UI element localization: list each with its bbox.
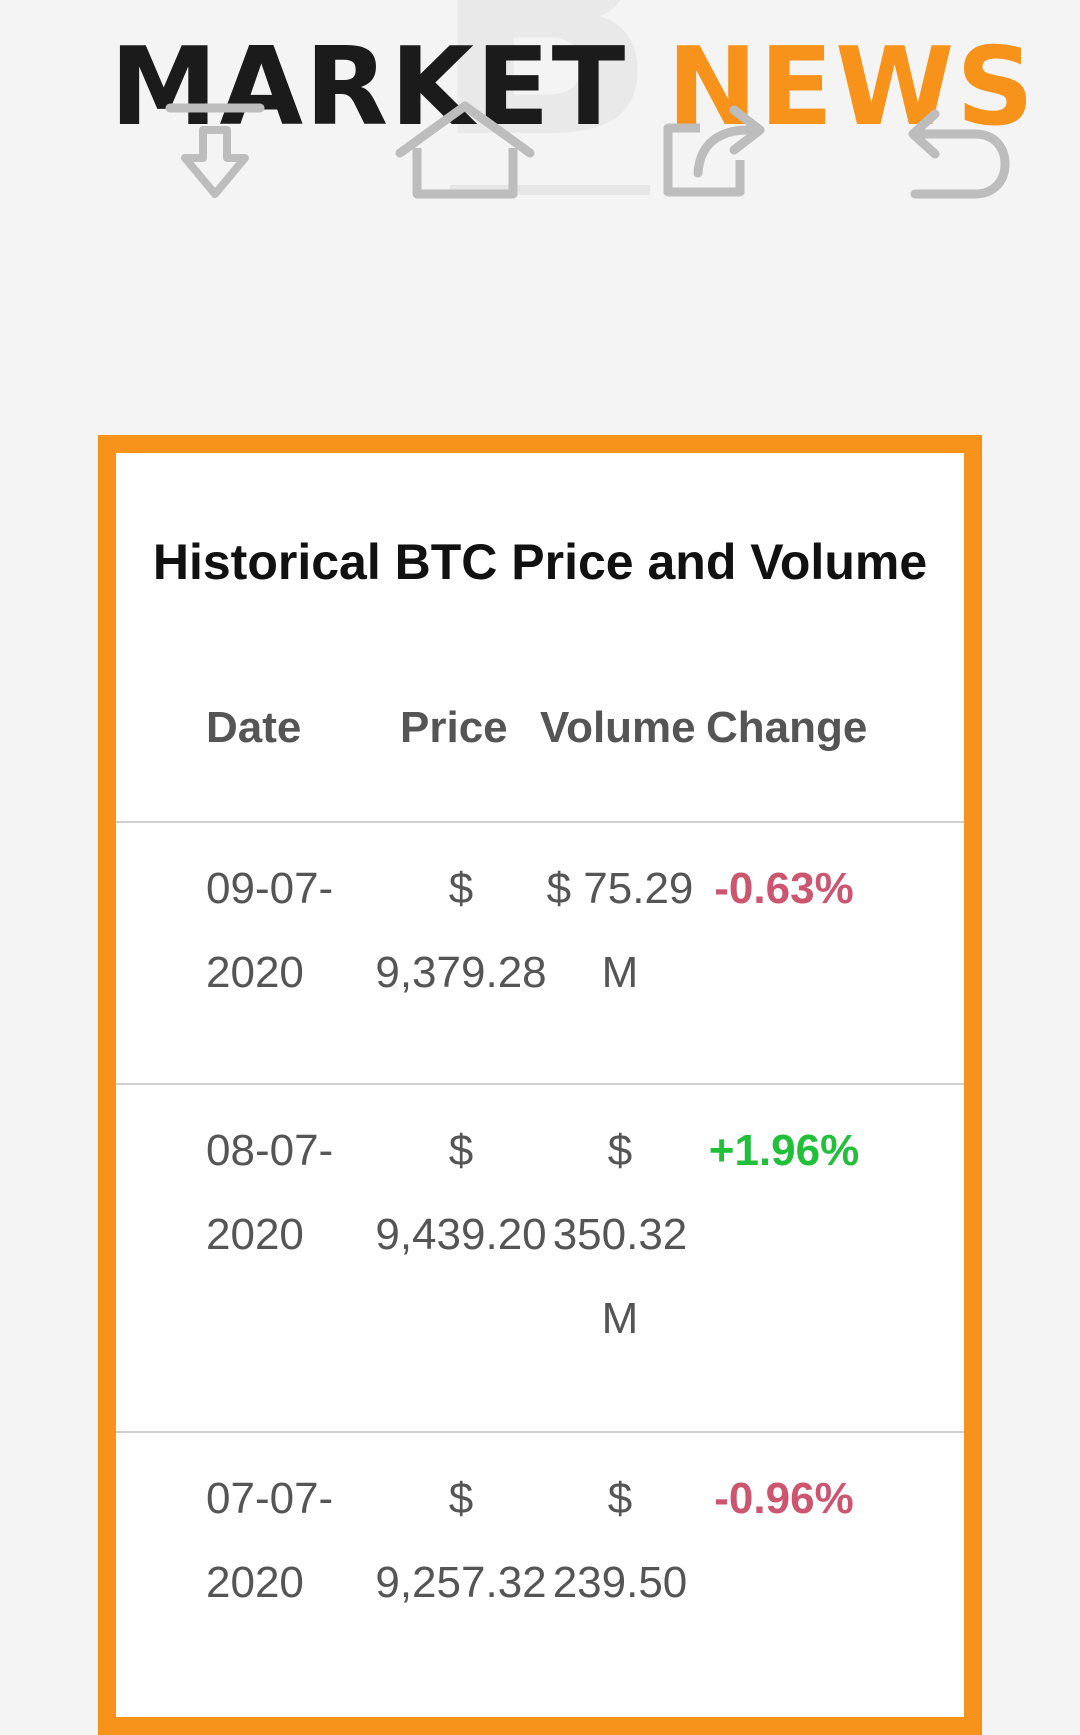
price-history-card: Historical BTC Price and Volume Date Pri… — [98, 435, 982, 1735]
header-divider — [116, 821, 964, 823]
share-icon[interactable] — [660, 98, 770, 203]
brand-word-market: MARKET — [110, 25, 628, 150]
row-volume-line2: M — [601, 948, 639, 997]
row-divider — [116, 1083, 964, 1085]
row-price-line2: 9,439.20 — [375, 1210, 547, 1259]
row-date-line2: 2020 — [206, 1210, 304, 1259]
watermark-underline — [450, 185, 650, 195]
brand-logo: MARKET NEWS — [110, 34, 1036, 142]
row-date-line1: 07-07- — [206, 1474, 334, 1523]
row-date-line2: 2020 — [206, 948, 304, 997]
row-change: +1.96% — [708, 1126, 860, 1175]
row-price-line2: 9,257.32 — [375, 1558, 547, 1607]
row-volume-line1: $ 75.29 — [546, 864, 694, 913]
header-volume: Volume — [540, 703, 696, 752]
header-price: Price — [400, 703, 508, 752]
bitcoin-watermark: B — [430, 0, 659, 204]
row-change: -0.96% — [714, 1474, 854, 1523]
row-volume-line3: M — [601, 1294, 639, 1343]
row-volume-line1: $ — [607, 1126, 633, 1175]
brand-word-news: NEWS — [666, 25, 1037, 150]
row-price-line2: 9,379.28 — [375, 948, 547, 997]
row-price-line1: $ — [448, 864, 474, 913]
row-date-line1: 09-07- — [206, 864, 334, 913]
row-volume-line2: 350.32 — [552, 1210, 688, 1259]
header-change: Change — [706, 703, 868, 752]
row-volume-line1: $ — [607, 1474, 633, 1523]
header-date: Date — [206, 703, 302, 752]
row-date-line2: 2020 — [206, 1558, 304, 1607]
row-volume-line2: 239.50 — [552, 1558, 688, 1607]
row-divider — [116, 1431, 964, 1433]
row-change: -0.63% — [714, 864, 854, 913]
back-icon[interactable] — [905, 108, 1015, 203]
download-icon[interactable] — [165, 100, 265, 205]
row-date-line1: 08-07- — [206, 1126, 334, 1175]
row-price-line1: $ — [448, 1474, 474, 1523]
app-header: B MARKET NEWS — [0, 0, 1080, 420]
home-icon[interactable] — [395, 98, 535, 203]
row-price-line1: $ — [448, 1126, 474, 1175]
table-title: Historical BTC Price and Volume — [152, 534, 928, 590]
